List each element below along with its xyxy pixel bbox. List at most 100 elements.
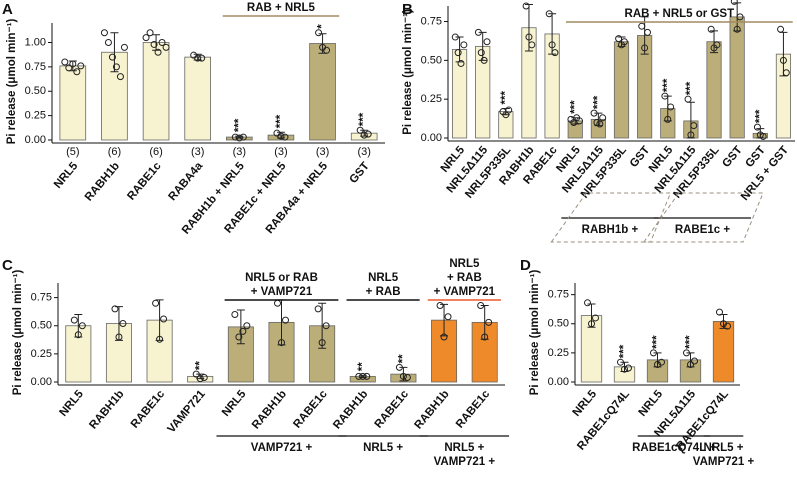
data-point <box>477 302 485 309</box>
data-point <box>239 133 247 141</box>
data-point <box>198 54 206 62</box>
x-tick-label: GST <box>347 160 371 186</box>
panel-label: C <box>2 257 13 274</box>
data-point <box>522 2 530 10</box>
data-point <box>477 49 485 57</box>
bar <box>613 41 630 139</box>
x-tick-label: RABH1b <box>83 160 122 203</box>
x-tick-label: NRL5 <box>571 388 600 419</box>
data-point <box>235 134 243 142</box>
data-point <box>641 44 649 52</box>
data-point <box>444 313 452 321</box>
data-point <box>779 56 787 64</box>
y-axis-label: Pi release (μmol min⁻¹) <box>529 270 541 396</box>
y-tick-label: 0.75 <box>421 15 442 27</box>
data-point <box>454 49 462 57</box>
data-point <box>548 41 556 49</box>
data-point <box>617 358 624 366</box>
data-point <box>687 131 695 139</box>
significance: *** <box>275 114 287 128</box>
data-point <box>61 58 69 66</box>
n-label: (3) <box>316 146 329 158</box>
error-bar <box>236 309 245 345</box>
data-point <box>239 327 247 335</box>
data-point <box>146 29 154 37</box>
data-point <box>104 39 112 46</box>
y-tick-label: 0.50 <box>25 85 46 97</box>
data-point <box>590 109 598 117</box>
y-axis-label: Pi release (μmol min⁻¹) <box>6 19 18 145</box>
group-label: VAMP721 + <box>693 456 755 468</box>
x-tick-label: NRL5 <box>57 388 86 419</box>
data-point <box>108 53 116 61</box>
data-point <box>112 63 120 71</box>
data-point <box>73 68 81 76</box>
data-point <box>196 375 204 383</box>
data-point <box>363 372 371 380</box>
significance: *** <box>619 344 631 358</box>
data-point <box>545 10 553 18</box>
data-point <box>644 28 652 36</box>
data-point <box>355 372 363 380</box>
x-tick-label: VAMP721 <box>166 388 209 436</box>
data-point <box>592 314 599 322</box>
data-point <box>78 322 86 330</box>
data-point <box>277 132 285 140</box>
data-point <box>615 35 623 43</box>
data-point <box>150 40 158 48</box>
group-label: NRL5 + <box>363 442 403 454</box>
group-label: RAB + NRL5 <box>247 2 316 14</box>
n-label: (3) <box>357 146 370 158</box>
data-point <box>194 54 202 62</box>
data-point <box>664 115 672 123</box>
x-tick-label: NRL5 <box>52 160 81 191</box>
x-tick-label: RABH1b <box>250 388 289 431</box>
y-tick-label: 0.50 <box>31 320 52 332</box>
panel-label: B <box>402 1 413 18</box>
data-point <box>505 106 513 114</box>
data-point <box>481 333 489 341</box>
n-label: (3) <box>233 146 246 158</box>
data-point <box>724 322 731 330</box>
data-point <box>231 311 239 318</box>
data-point <box>356 126 364 134</box>
data-point <box>730 0 738 5</box>
group-label: RABE1cQ74L + <box>632 442 716 454</box>
data-point <box>322 322 330 330</box>
data-point <box>620 38 628 46</box>
data-point <box>460 41 468 49</box>
bar <box>184 56 211 141</box>
data-point <box>625 364 632 372</box>
error-bar <box>399 366 408 382</box>
data-point <box>596 120 604 128</box>
data-point <box>314 305 322 313</box>
data-point <box>650 349 657 357</box>
significance: *** <box>754 109 766 123</box>
data-point <box>360 131 368 139</box>
bar <box>729 16 745 139</box>
bar <box>451 49 468 139</box>
bar <box>142 42 170 141</box>
data-point <box>243 322 251 330</box>
data-point <box>359 372 367 380</box>
panel-label: D <box>520 257 531 274</box>
data-point <box>713 41 721 49</box>
data-point <box>100 29 108 37</box>
group-label: NRL5 <box>368 272 399 284</box>
data-point <box>485 318 493 326</box>
y-tick-label: 0.00 <box>25 134 46 146</box>
bar <box>498 111 514 139</box>
data-point <box>457 59 465 67</box>
y-tick-label: 0.50 <box>421 54 442 66</box>
data-point <box>200 374 208 381</box>
data-point <box>192 370 200 378</box>
data-point <box>736 13 744 21</box>
error-bar <box>620 361 629 373</box>
data-point <box>142 34 150 42</box>
significance: *** <box>358 112 370 126</box>
data-point <box>403 374 411 381</box>
data-point <box>525 33 533 41</box>
group-label: + RAB <box>447 272 482 284</box>
significance: *** <box>652 335 664 349</box>
significance: * <box>317 24 329 29</box>
